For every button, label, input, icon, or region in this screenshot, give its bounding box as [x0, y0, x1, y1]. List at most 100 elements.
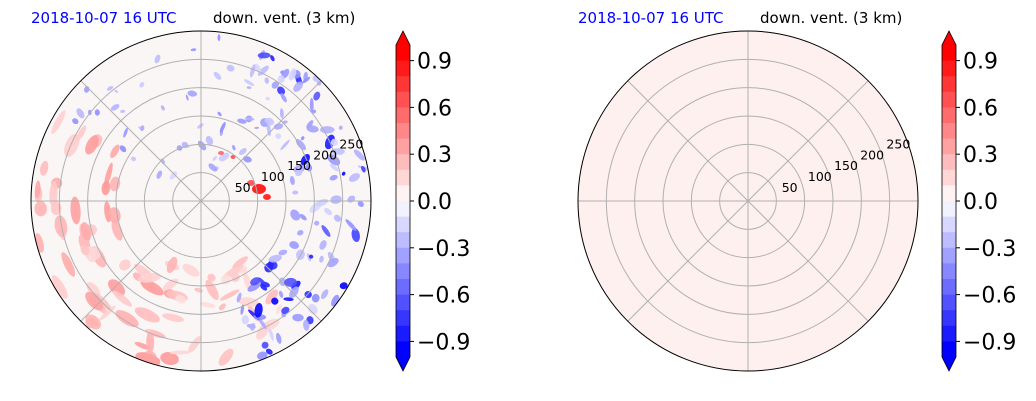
negative-feature: [301, 76, 311, 84]
colorbar-level: [942, 263, 956, 280]
colorbar-level: [396, 263, 410, 280]
negative-feature: [94, 109, 100, 116]
radial-tick-label: 50: [235, 180, 251, 195]
negative-feature: [120, 109, 125, 113]
negative-feature: [329, 164, 339, 172]
negative-feature: [314, 220, 320, 226]
negative-feature: [292, 313, 304, 322]
colorbar-tick-label: 0.0: [417, 190, 452, 215]
positive-feature: [276, 304, 283, 315]
positive-feature: [218, 303, 226, 311]
positive-feature: [138, 272, 161, 283]
positive-feature: [205, 279, 219, 300]
radial-tick-label: 200: [860, 147, 884, 162]
radial-tick-label: 200: [313, 147, 337, 162]
colorbar-tick-label: 0.0: [963, 190, 998, 215]
colorbar-level: [396, 247, 410, 264]
colorbar-level: [396, 310, 410, 327]
positive-feature: [110, 144, 120, 159]
positive-feature: [115, 310, 139, 328]
negative-feature: [313, 91, 321, 101]
colorbar-level: [942, 60, 956, 77]
colorbar-level: [396, 123, 410, 140]
positive-feature: [238, 297, 259, 307]
negative-feature: [257, 65, 269, 76]
colorbar-outline: [941, 30, 957, 372]
positive-feature: [51, 110, 66, 135]
positive-feature: [188, 336, 202, 353]
panel-left-title-date: 2018-10-07 16 UTC: [31, 9, 177, 27]
colorbar-level: [942, 91, 956, 108]
negative-feature: [289, 286, 299, 299]
negative-feature: [306, 253, 311, 262]
positive-feature: [140, 279, 164, 296]
colorbar-left: 0.9 0.6 0.3 0.0 −0.3 −0.6 −0.9: [395, 30, 470, 372]
polar-panel-left: 2018-10-07 16 UTC down. vent. (3 km) 50 1…: [30, 9, 372, 372]
polar-panel-right: 2018-10-07 16 UTC down. vent. (3 km) 50 1…: [577, 9, 919, 372]
negative-feature: [219, 122, 226, 133]
positive-feature: [108, 279, 126, 297]
negative-feature: [357, 200, 364, 208]
panel-right-title-date: 2018-10-07 16 UTC: [578, 9, 724, 27]
negative-feature: [270, 55, 275, 62]
panel-right-grid: [578, 31, 918, 371]
colorbar-level: [942, 294, 956, 311]
negative-feature: [106, 85, 114, 91]
negative-feature: [185, 94, 189, 101]
negative-feature: [257, 52, 271, 59]
negative-feature: [273, 123, 283, 130]
negative-feature: [257, 351, 268, 360]
negative-feature: [281, 306, 290, 314]
negative-feature: [329, 174, 338, 181]
negative-feature: [319, 240, 327, 250]
positive-feature: [85, 291, 104, 311]
negative-feature: [271, 297, 279, 305]
negative-feature: [338, 125, 343, 130]
negative-feature: [197, 123, 204, 129]
colorbar-outline: [395, 30, 411, 372]
colorbar-tick-label: 0.9: [963, 50, 998, 75]
negative-feature: [311, 293, 320, 303]
positive-feature: [112, 290, 133, 307]
negative-feature: [249, 64, 256, 78]
negative-feature: [275, 133, 282, 140]
panel-left-field: [34, 34, 371, 367]
negative-feature: [217, 111, 222, 117]
negative-feature: [243, 79, 255, 87]
negative-feature: [330, 138, 338, 147]
negative-feature: [226, 64, 235, 72]
colorbar-tick-label: 0.3: [417, 143, 452, 168]
angular-gridline-315: [200, 200, 322, 322]
negative-feature: [114, 89, 119, 93]
negative-feature: [289, 176, 295, 186]
colorbar-level: [942, 341, 956, 358]
colorbar-level: [942, 185, 956, 202]
negative-feature: [309, 97, 314, 113]
colorbar-level: [396, 91, 410, 108]
negative-feature: [190, 48, 197, 52]
negative-feature: [277, 86, 286, 95]
negative-feature: [278, 290, 284, 298]
negative-feature: [187, 90, 198, 97]
colorbar-level: [942, 154, 956, 171]
negative-feature: [348, 173, 361, 182]
positive-feature: [109, 176, 121, 192]
positive-feature: [137, 352, 161, 364]
positive-feature: [111, 219, 123, 241]
negative-feature: [327, 257, 339, 268]
negative-feature: [319, 255, 324, 263]
colorbar-level: [396, 138, 410, 155]
positive-feature: [134, 307, 160, 323]
positive-feature: [169, 350, 191, 355]
angular-gridline-225: [80, 200, 202, 322]
negative-feature: [353, 149, 365, 161]
negative-feature: [213, 71, 222, 80]
colorbar-level: [942, 107, 956, 124]
angular-gridline-45: [747, 80, 869, 202]
colorbar-level: [396, 294, 410, 311]
colorbar-level: [942, 169, 956, 186]
panel-right-title-variable: down. vent. (3 km): [760, 9, 902, 27]
colorbar-level: [396, 185, 410, 202]
positive-feature: [160, 352, 179, 365]
negative-feature: [110, 104, 120, 111]
